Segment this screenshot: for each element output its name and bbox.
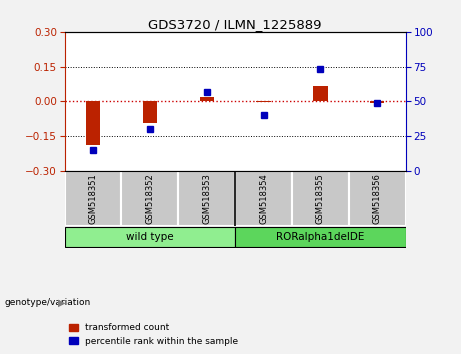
Bar	[86, 101, 100, 145]
FancyBboxPatch shape	[235, 171, 292, 226]
FancyBboxPatch shape	[235, 227, 406, 247]
Text: GSM518356: GSM518356	[373, 173, 382, 224]
Text: GSM518351: GSM518351	[89, 173, 97, 224]
FancyBboxPatch shape	[178, 171, 235, 226]
FancyBboxPatch shape	[65, 227, 235, 247]
FancyBboxPatch shape	[65, 171, 121, 226]
Bar	[256, 101, 271, 102]
Text: GSM518352: GSM518352	[145, 173, 154, 224]
Text: RORalpha1delDE: RORalpha1delDE	[276, 232, 365, 241]
Bar	[370, 101, 384, 103]
FancyBboxPatch shape	[292, 171, 349, 226]
Bar	[143, 101, 157, 123]
Legend: transformed count, percentile rank within the sample: transformed count, percentile rank withi…	[69, 324, 238, 346]
Text: wild type: wild type	[126, 232, 174, 241]
Text: genotype/variation: genotype/variation	[5, 298, 91, 307]
FancyBboxPatch shape	[121, 171, 178, 226]
FancyBboxPatch shape	[349, 171, 406, 226]
Text: GSM518353: GSM518353	[202, 173, 211, 224]
Bar	[200, 97, 214, 101]
Text: GSM518355: GSM518355	[316, 173, 325, 224]
Bar	[313, 86, 327, 101]
Text: ▶: ▶	[58, 298, 65, 308]
Text: GSM518354: GSM518354	[259, 173, 268, 224]
Title: GDS3720 / ILMN_1225889: GDS3720 / ILMN_1225889	[148, 18, 322, 31]
